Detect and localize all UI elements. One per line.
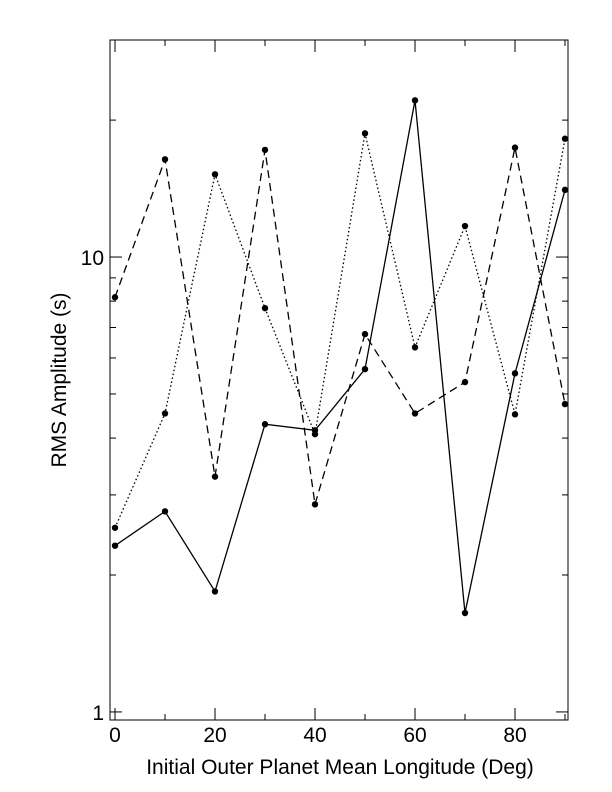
- series-line: [114, 100, 566, 614]
- data-point: [461, 609, 469, 617]
- data-point: [511, 411, 519, 418]
- data-point: [561, 186, 569, 194]
- series-line: [114, 147, 566, 505]
- data-point: [161, 410, 169, 417]
- data-point: [361, 365, 369, 373]
- data-point: [261, 304, 269, 312]
- data-point: [111, 524, 119, 531]
- data-point: [361, 130, 369, 137]
- data-point: [111, 294, 119, 301]
- data-point: [411, 97, 419, 104]
- series-line: [114, 133, 566, 529]
- data-point: [311, 501, 319, 508]
- y-tick-label: 1: [92, 702, 104, 725]
- x-tick-label: 20: [203, 724, 226, 747]
- y-tick-label: 10: [81, 247, 104, 270]
- data-point: [211, 171, 219, 178]
- data-point: [211, 588, 219, 595]
- data-point: [161, 508, 169, 515]
- data-point: [561, 400, 569, 408]
- y-axis-label: RMS Amplitude (s): [48, 292, 71, 467]
- data-point: [261, 146, 269, 154]
- data-point: [261, 421, 269, 428]
- data-point: [511, 370, 519, 377]
- x-tick-label: 80: [503, 724, 526, 747]
- data-point: [311, 430, 319, 438]
- data-point: [211, 473, 219, 480]
- data-point: [111, 542, 119, 549]
- data-point: [161, 156, 169, 163]
- x-axis-label: Initial Outer Planet Mean Longitude (Deg…: [146, 756, 534, 779]
- data-point: [361, 330, 369, 338]
- data-point: [411, 344, 419, 351]
- data-point: [461, 378, 469, 386]
- x-tick-label: 0: [109, 724, 121, 747]
- x-tick-label: 40: [303, 724, 326, 747]
- plot-frame: [109, 39, 569, 721]
- x-tick-label: 60: [403, 724, 426, 747]
- data-point: [561, 135, 569, 142]
- data-point: [411, 410, 419, 417]
- data-point: [461, 222, 469, 230]
- data-point: [511, 144, 519, 151]
